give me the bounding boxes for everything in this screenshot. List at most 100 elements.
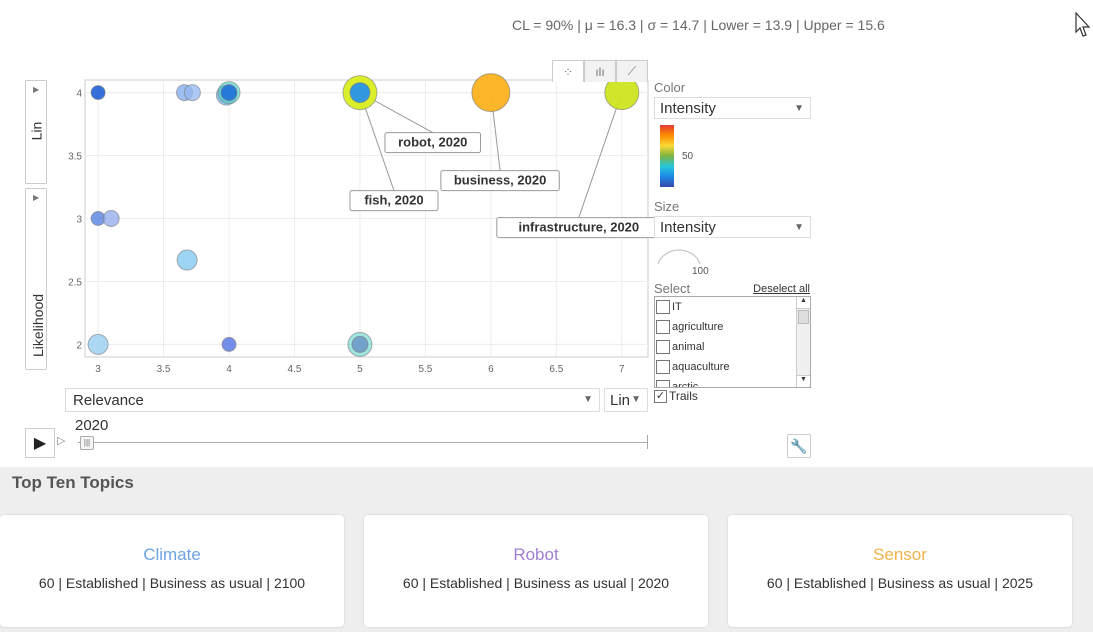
item-checkbox[interactable]	[656, 360, 670, 374]
annotation-label: infrastructure, 2020	[518, 220, 639, 235]
wrench-icon: 🔧	[790, 437, 808, 454]
annotations: robot, 2020 fish, 2020 business, 2020 infra…	[349, 132, 660, 239]
y-scale-toggle[interactable]: ▶ Lin	[25, 80, 47, 184]
item-checkbox[interactable]	[656, 380, 670, 387]
select-list-item[interactable]: agriculture	[655, 317, 810, 337]
bubble-icon: ⁘	[562, 64, 574, 79]
motion-chart: ▶ Lin ▶ Likelihood 3 3.5 4 4.5 5 5.5 6 6.5 7 2 2.5…	[0, 60, 1093, 460]
time-slider-handle[interactable]: |||	[80, 436, 94, 450]
color-select[interactable]: Intensity ▼	[654, 97, 811, 119]
color-legend: 50	[660, 125, 814, 187]
annotation-label: fish, 2020	[364, 193, 423, 208]
scroll-down-icon[interactable]: ▼	[797, 375, 810, 387]
chevron-right-icon: ▶	[33, 193, 40, 202]
deselect-all-link[interactable]: Deselect all	[753, 283, 810, 295]
data-point[interactable]	[87, 333, 109, 355]
x-tick-label: 6	[488, 364, 494, 375]
topic-name: Robot	[513, 545, 559, 564]
x-tick-label: 3.5	[157, 364, 171, 375]
x-tick-label: 6.5	[549, 364, 563, 375]
mouse-cursor-icon	[1075, 12, 1091, 37]
select-list-item[interactable]: aquaculture	[655, 357, 810, 377]
topic-card-sensor[interactable]: Sensor 60 | Established | Business as us…	[728, 515, 1072, 627]
chevron-down-icon: ▼	[794, 222, 804, 233]
data-point[interactable]	[221, 336, 237, 352]
topic-card-climate[interactable]: Climate 60 | Established | Business as u…	[0, 515, 344, 627]
step-forward-icon: ▷	[57, 435, 66, 447]
size-label: Size	[654, 199, 680, 214]
item-label: animal	[672, 341, 705, 353]
section-title: Top Ten Topics	[12, 473, 134, 492]
annotation-box	[384, 132, 482, 154]
scroll-thumb[interactable]	[798, 310, 809, 324]
size-legend: 100	[654, 242, 814, 280]
chevron-right-icon: ▶	[33, 85, 40, 94]
data-point[interactable]	[102, 210, 120, 227]
data-point[interactable]	[176, 249, 198, 271]
bubble-chart-tab[interactable]: ⁘	[552, 60, 584, 82]
size-legend-value: 100	[692, 266, 709, 277]
time-slider-track[interactable]	[78, 442, 648, 443]
y-tick-label: 3.5	[68, 152, 82, 163]
time-slider-end	[647, 435, 648, 449]
y-tick-label: 3	[76, 215, 82, 226]
settings-button[interactable]: 🔧	[787, 434, 811, 458]
data-point[interactable]	[349, 82, 371, 104]
color-legend-value: 50	[682, 151, 694, 162]
item-label: IT	[672, 301, 682, 313]
data-point[interactable]	[90, 85, 106, 101]
step-button[interactable]: ▷	[57, 434, 73, 450]
trails-option[interactable]: ✓ Trails	[654, 389, 814, 403]
topic-name: Climate	[143, 545, 201, 564]
scroll-up-icon[interactable]: ▲	[797, 297, 810, 309]
select-list-item[interactable]: arctic	[655, 377, 810, 387]
select-list[interactable]: IT agriculture animal aquaculture arctic ▲ ▼	[654, 296, 811, 388]
data-point[interactable]	[351, 335, 369, 353]
play-button[interactable]: ▶	[25, 428, 55, 458]
color-select-value: Intensity	[660, 100, 716, 117]
annotation-label: robot, 2020	[398, 135, 467, 150]
data-point[interactable]	[183, 84, 201, 102]
data-point[interactable]	[220, 84, 238, 102]
stats-line: CL = 90% | μ = 16.3 | σ = 14.7 | Lower =…	[512, 17, 885, 33]
x-tick-label: 3	[95, 364, 101, 375]
topic-info: 60 | Established | Business as usual | 2…	[38, 575, 306, 591]
select-list-item[interactable]: animal	[655, 337, 810, 357]
chevron-down-icon: ▼	[794, 103, 804, 114]
select-header: Select Deselect all	[654, 280, 814, 296]
select-list-item[interactable]: IT	[655, 297, 810, 317]
color-label: Color	[654, 80, 686, 95]
item-checkbox[interactable]	[656, 300, 670, 314]
x-scale-select[interactable]: Lin ▼	[604, 388, 648, 412]
trails-label: Trails	[669, 389, 698, 403]
list-scrollbar[interactable]: ▲ ▼	[796, 297, 810, 387]
annotation-line	[578, 92, 623, 218]
size-select[interactable]: Intensity ▼	[654, 216, 811, 238]
x-axis-select[interactable]: Relevance ▼	[65, 388, 600, 412]
line-chart-icon: ⟋	[627, 64, 637, 78]
item-label: agriculture	[672, 321, 724, 333]
y-tick-label: 4	[76, 89, 82, 100]
data-point[interactable]	[471, 73, 511, 113]
annotation-label: business, 2020	[454, 173, 547, 188]
item-checkbox[interactable]	[656, 320, 670, 334]
grip-icon: |||	[83, 438, 91, 447]
year-label: 2020	[75, 417, 109, 434]
x-tick-label: 4.5	[288, 364, 302, 375]
y-axis-selector[interactable]: ▶ Likelihood	[25, 188, 47, 370]
x-tick-label: 7	[619, 364, 625, 375]
chevron-down-icon: ▼	[583, 394, 593, 405]
annotation-box	[440, 170, 560, 192]
bar-chart-tab[interactable]: ılı	[584, 60, 616, 82]
scatter-plot[interactable]: 3 3.5 4 4.5 5 5.5 6 6.5 7 2 2.5 3 3.5 4 robot, 2020 fi…	[0, 60, 660, 390]
line-chart-tab[interactable]: ⟋	[616, 60, 648, 82]
topic-card-robot[interactable]: Robot 60 | Established | Business as usu…	[364, 515, 708, 627]
bar-chart-icon: ılı	[595, 64, 605, 79]
top-topics-section: Top Ten Topics Climate 60 | Established …	[0, 467, 1093, 632]
item-checkbox[interactable]	[656, 340, 670, 354]
trails-checkbox[interactable]: ✓	[654, 389, 667, 403]
item-label: aquaculture	[672, 361, 730, 373]
topic-info: 60 | Established | Business as usual | 2…	[402, 575, 670, 591]
annotation-box	[496, 217, 660, 239]
y-tick-label: 2	[76, 340, 82, 351]
